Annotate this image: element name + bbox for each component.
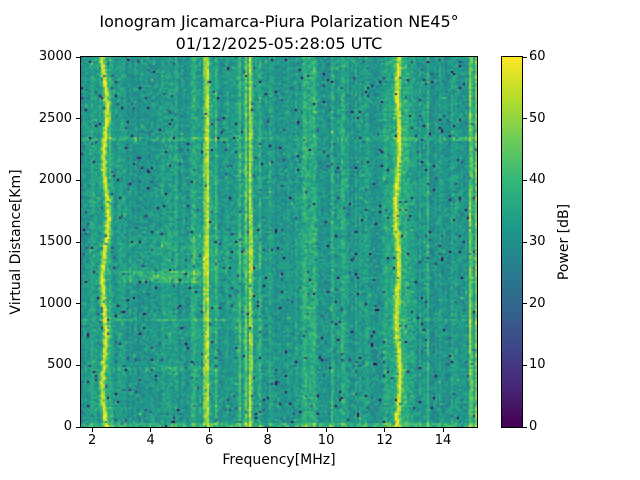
colorbar-tick-mark [523, 303, 527, 305]
colorbar-tick-mark [523, 364, 527, 366]
colorbar-tick-mark [523, 56, 527, 58]
colorbar-tick-mark [523, 179, 527, 181]
y-tick-mark [76, 241, 80, 243]
x-tick-mark [384, 428, 386, 432]
ionogram-heatmap [81, 57, 477, 427]
y-tick-label: 3000 [38, 49, 72, 64]
chart-title: Ionogram Jicamarca-Piura Polarization NE… [80, 11, 478, 55]
colorbar-tick-mark [523, 118, 527, 120]
x-tick-label: 2 [87, 433, 97, 448]
colorbar-tick-label: 40 [529, 172, 546, 188]
colorbar-gradient [502, 57, 522, 427]
x-tick-mark [442, 428, 444, 432]
plot-area [80, 56, 478, 428]
x-tick-label: 8 [263, 433, 272, 448]
y-tick-label: 500 [47, 357, 72, 373]
colorbar-tick-mark [523, 426, 527, 428]
x-tick-label: 6 [204, 433, 214, 448]
y-tick-mark [76, 426, 80, 428]
colorbar-tick-label: 60 [529, 49, 546, 64]
colorbar-tick-label: 20 [529, 295, 546, 311]
x-tick-mark [208, 428, 210, 432]
chart-title-line1: Ionogram Jicamarca-Piura Polarization NE… [99, 12, 459, 31]
y-tick-mark [76, 364, 80, 366]
y-tick-label: 1500 [38, 234, 72, 249]
colorbar-tick-label: 30 [529, 234, 546, 249]
y-tick-mark [76, 56, 80, 58]
y-tick-label: 2500 [38, 110, 72, 126]
y-tick-label: 1000 [38, 295, 72, 311]
colorbar-tick-label: 50 [529, 110, 546, 126]
colorbar-tick-mark [523, 241, 527, 243]
x-tick-mark [267, 428, 269, 432]
x-axis-label: Frequency[MHz] [222, 452, 336, 468]
colorbar [501, 56, 523, 428]
colorbar-tick-label: 0 [529, 419, 538, 434]
x-tick-label: 4 [146, 433, 155, 448]
x-tick-label: 14 [434, 433, 452, 448]
y-tick-mark [76, 118, 80, 120]
y-tick-mark [76, 303, 80, 305]
x-tick-mark [91, 428, 93, 432]
y-tick-label: 0 [63, 419, 72, 434]
x-tick-mark [150, 428, 152, 432]
x-tick-label: 10 [317, 433, 335, 448]
x-tick-label: 12 [376, 433, 393, 448]
colorbar-tick-label: 10 [529, 357, 546, 373]
y-tick-label: 2000 [38, 172, 72, 188]
x-tick-mark [325, 428, 327, 432]
y-tick-mark [76, 179, 80, 181]
chart-title-line2: 01/12/2025-05:28:05 UTC [175, 34, 383, 53]
